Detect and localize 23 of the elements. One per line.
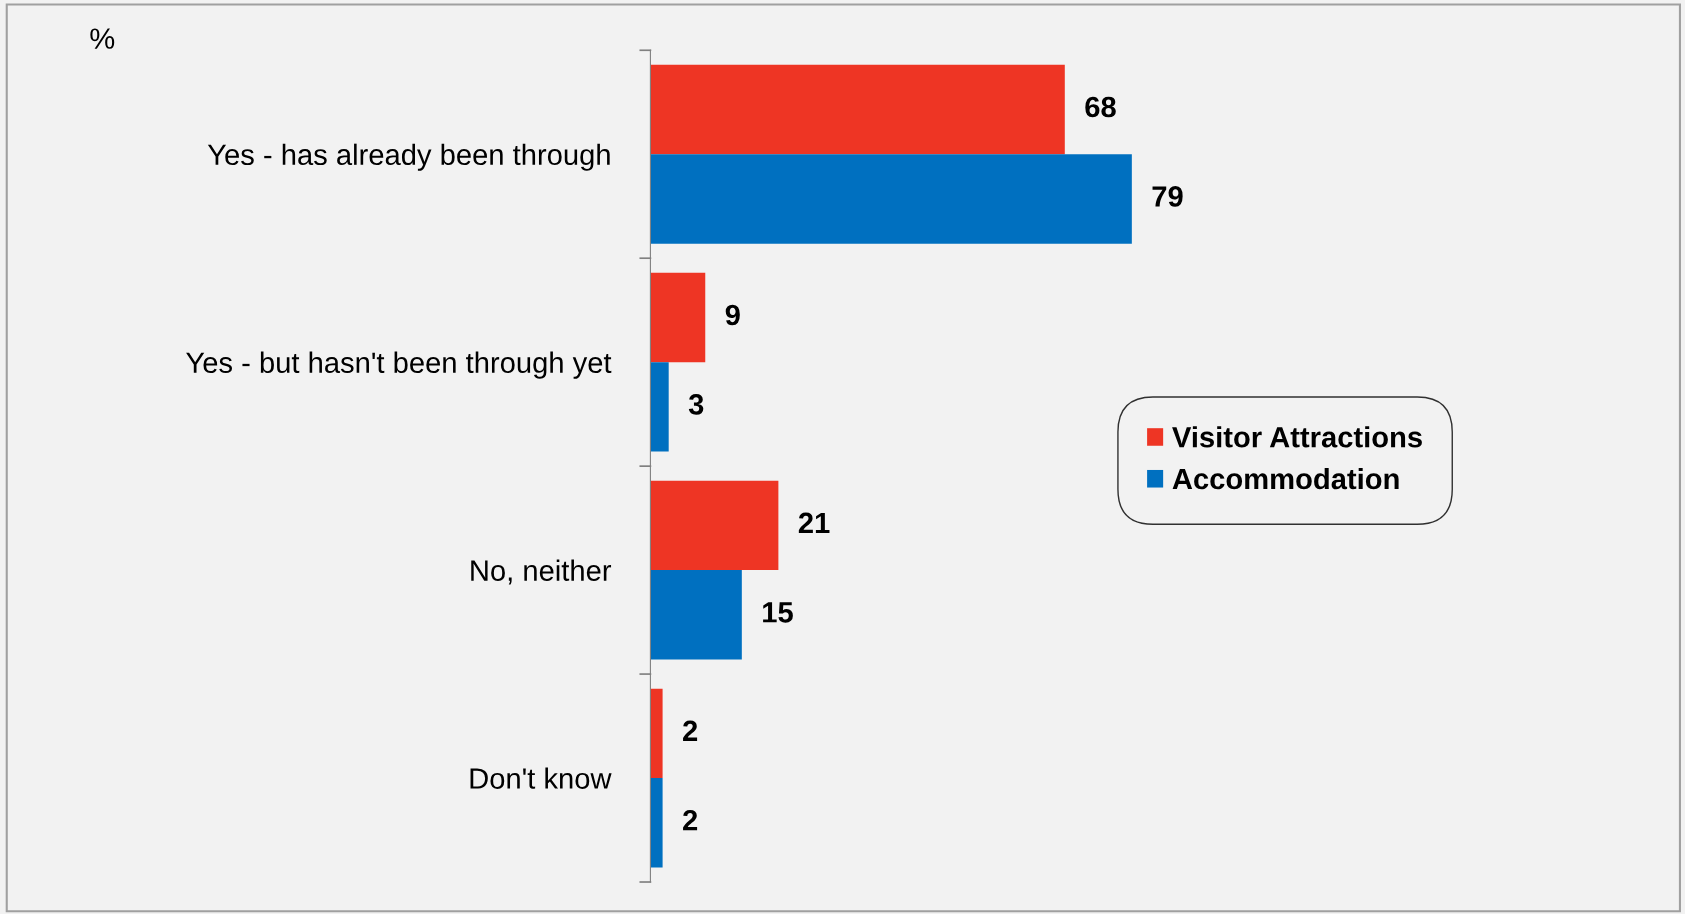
y-tick-label: Don't know: [470, 767, 612, 789]
bar: [650, 480, 779, 571]
y-tick-label: Yes - has already been through: [207, 143, 610, 171]
text: %: [90, 28, 115, 49]
data-label: 21: [798, 512, 830, 533]
data-label: 2: [683, 720, 698, 741]
bar: [650, 272, 706, 363]
legend-label: Accommodation: [1172, 467, 1399, 490]
bar: [650, 570, 742, 660]
y-tick-label: No, neither: [471, 559, 612, 585]
data-label: 3: [688, 394, 704, 415]
data-label: 9: [725, 304, 740, 326]
bar: [650, 362, 669, 452]
bar: [650, 688, 663, 779]
data-label: 15: [763, 602, 793, 623]
bar: [650, 154, 1132, 244]
data-label: 79: [1152, 186, 1183, 207]
data-label: 68: [1085, 96, 1116, 118]
bar: [650, 64, 1065, 155]
data-label: 2: [683, 809, 698, 831]
y-tick-label: Yes - but hasn't been through yet: [186, 351, 612, 379]
legend-label: Visitor Attractions: [1172, 426, 1422, 448]
bar: [650, 778, 663, 868]
